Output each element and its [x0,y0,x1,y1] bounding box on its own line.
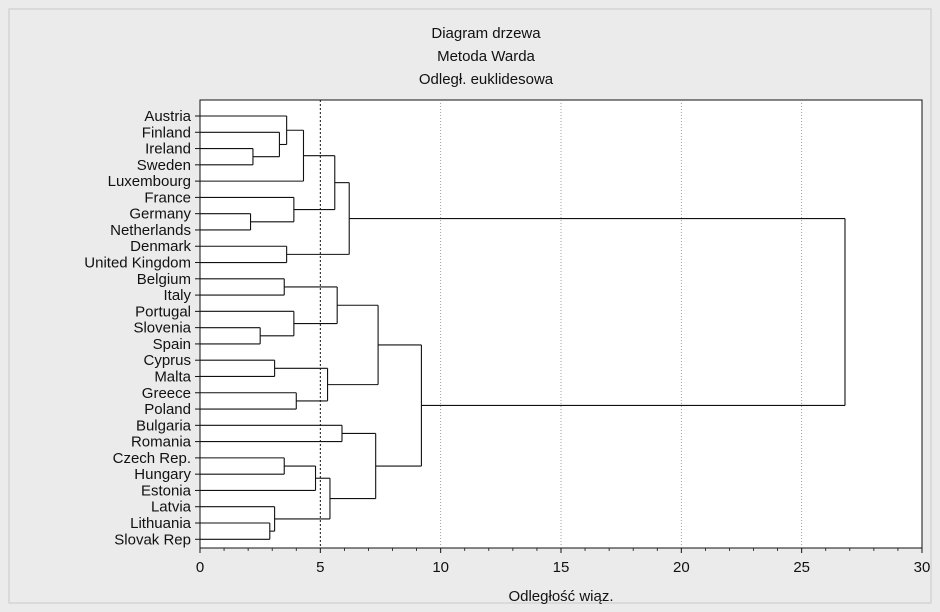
leaf-label: Belgium [137,271,191,288]
x-tick-label: 5 [316,559,324,576]
x-tick-label: 20 [673,559,690,576]
x-tick-label: 25 [793,559,810,576]
leaf-label: Netherlands [110,222,191,239]
leaf-label: Sweden [137,157,191,174]
leaf-label: Latvia [151,499,192,516]
leaf-label: Czech Rep. [113,450,191,467]
leaf-label: Lithuania [130,515,192,532]
dendrogram-links [200,115,846,540]
x-tick-label: 0 [196,559,204,576]
leaf-label: Poland [144,401,191,418]
leaf-label: Hungary [134,466,191,483]
chart-subtitle-method: Metoda Warda [437,48,535,65]
leaf-label: Greece [142,385,191,402]
leaf-label: Denmark [130,238,191,255]
x-axis-ticks: 0 5 10 15 20 25 30 [196,548,931,576]
leaf-label: Malta [154,368,191,385]
leaf-label: Spain [153,336,191,353]
leaf-labels: AustriaFinlandIrelandSwedenLuxembourgFra… [84,108,200,548]
leaf-label: Germany [129,206,191,223]
x-axis-title: Odległość wiąz. [508,588,613,605]
leaf-label: Bulgaria [136,417,192,434]
leaf-label: Italy [163,287,191,304]
leaf-label: Estonia [141,482,192,499]
leaf-label: Finland [142,124,191,141]
leaf-label: United Kingdom [84,255,191,272]
x-tick-label: 10 [432,559,449,576]
chart-title: Diagram drzewa [431,25,541,42]
leaf-label: Portugal [135,303,191,320]
leaf-label: Slovenia [133,320,191,337]
leaf-label: Austria [144,108,191,125]
leaf-label: Romania [131,434,192,451]
leaf-label: Ireland [145,141,191,158]
chart-subtitle-distance: Odległ. euklidesowa [419,71,554,88]
leaf-label: Luxembourg [108,173,191,190]
leaf-label: Slovak Rep [114,531,191,548]
x-tick-label: 30 [914,559,931,576]
leaf-label: France [144,189,191,206]
leaf-label: Cyprus [143,352,191,369]
x-tick-label: 15 [553,559,570,576]
